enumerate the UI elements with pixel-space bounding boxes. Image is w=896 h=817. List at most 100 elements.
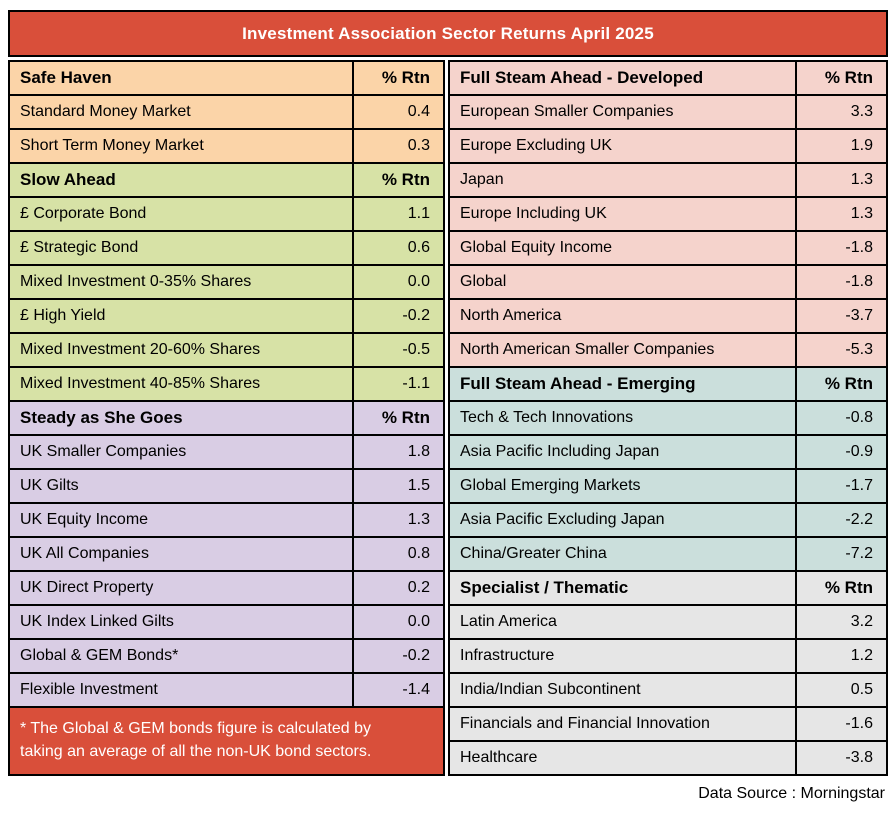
- sector-label: UK All Companies: [8, 536, 354, 572]
- sector-label: Tech & Tech Innovations: [448, 400, 797, 436]
- sector-label: £ Strategic Bond: [8, 230, 354, 266]
- sector-label: Global Emerging Markets: [448, 468, 797, 504]
- sector-return-value: -0.9: [795, 434, 888, 470]
- sector-label: Asia Pacific Excluding Japan: [448, 502, 797, 538]
- sector-label: Mixed Investment 40-85% Shares: [8, 366, 354, 402]
- sector-return-value: -1.8: [795, 264, 888, 300]
- sector-label: UK Equity Income: [8, 502, 354, 538]
- sector-return-value: -1.6: [795, 706, 888, 742]
- footnote-line-2: taking an average of all the non-UK bond…: [20, 742, 372, 760]
- footnote: * The Global & GEM bonds figure is calcu…: [8, 706, 445, 776]
- sector-label: UK Direct Property: [8, 570, 354, 606]
- sector-label: Healthcare: [448, 740, 797, 776]
- table-row: Asia Pacific Including Japan -0.9: [448, 434, 888, 470]
- table-row: European Smaller Companies 3.3: [448, 94, 888, 130]
- sector-return-value: -0.2: [352, 638, 445, 674]
- table-row: £ High Yield -0.2: [8, 298, 445, 334]
- table-row: UK Index Linked Gilts 0.0: [8, 604, 445, 640]
- table-row: Mixed Investment 0-35% Shares 0.0: [8, 264, 445, 300]
- page-title: Investment Association Sector Returns Ap…: [8, 10, 888, 57]
- sector-label: Standard Money Market: [8, 94, 354, 130]
- section-header-row: Steady as She Goes% Rtn: [8, 400, 445, 436]
- rtn-column-header: % Rtn: [795, 570, 888, 606]
- table-row: Europe Excluding UK 1.9: [448, 128, 888, 164]
- rtn-column-header: % Rtn: [795, 366, 888, 402]
- sector-return-value: 3.3: [795, 94, 888, 130]
- right-column: Full Steam Ahead - Developed% Rtn Europea…: [448, 60, 888, 776]
- sector-label: Mixed Investment 0-35% Shares: [8, 264, 354, 300]
- table-row: Healthcare -3.8: [448, 740, 888, 776]
- sector-return-value: -0.2: [352, 298, 445, 334]
- sector-label: £ Corporate Bond: [8, 196, 354, 232]
- data-source: Data Source : Morningstar: [698, 785, 885, 802]
- section-header-row: Full Steam Ahead - Emerging% Rtn: [448, 366, 888, 402]
- sector-return-value: 0.2: [352, 570, 445, 606]
- sector-return-value: 1.3: [795, 196, 888, 232]
- table-row: UK Gilts 1.5: [8, 468, 445, 504]
- table-row: £ Corporate Bond 1.1: [8, 196, 445, 232]
- table-row: UK Direct Property 0.2: [8, 570, 445, 606]
- table-row: Mixed Investment 40-85% Shares -1.1: [8, 366, 445, 402]
- table-row: Global Emerging Markets -1.7: [448, 468, 888, 504]
- section-title: Full Steam Ahead - Developed: [448, 60, 797, 96]
- sector-return-value: -2.2: [795, 502, 888, 538]
- sector-label: £ High Yield: [8, 298, 354, 334]
- sector-return-value: 0.0: [352, 604, 445, 640]
- rtn-column-header: % Rtn: [352, 60, 445, 96]
- sector-label: Infrastructure: [448, 638, 797, 674]
- sector-label: Global Equity Income: [448, 230, 797, 266]
- table-row: Asia Pacific Excluding Japan -2.2: [448, 502, 888, 538]
- rtn-column-header: % Rtn: [795, 60, 888, 96]
- table-row: Global -1.8: [448, 264, 888, 300]
- sector-label: European Smaller Companies: [448, 94, 797, 130]
- sector-return-value: 1.5: [352, 468, 445, 504]
- table-row: Standard Money Market 0.4: [8, 94, 445, 130]
- section-header-row: Slow Ahead% Rtn: [8, 162, 445, 198]
- sector-return-value: 3.2: [795, 604, 888, 640]
- sector-label: Europe Excluding UK: [448, 128, 797, 164]
- sector-return-value: 1.3: [352, 502, 445, 538]
- section-title: Steady as She Goes: [8, 400, 354, 436]
- section-title: Slow Ahead: [8, 162, 354, 198]
- section-header-row: Safe Haven% Rtn: [8, 60, 445, 96]
- table-row: China/Greater China -7.2: [448, 536, 888, 572]
- right-sector-table: Full Steam Ahead - Developed% Rtn Europea…: [448, 60, 888, 776]
- table-row: Short Term Money Market 0.3: [8, 128, 445, 164]
- sector-return-value: 0.4: [352, 94, 445, 130]
- footnote-line-1: * The Global & GEM bonds figure is calcu…: [20, 720, 371, 737]
- sector-return-value: -1.4: [352, 672, 445, 708]
- sector-return-value: -1.8: [795, 230, 888, 266]
- sector-label: UK Smaller Companies: [8, 434, 354, 470]
- sector-label: India/Indian Subcontinent: [448, 672, 797, 708]
- sector-label: Financials and Financial Innovation: [448, 706, 797, 742]
- section-header-row: Full Steam Ahead - Developed% Rtn: [448, 60, 888, 96]
- tables-container: Safe Haven% Rtn Standard Money Market 0.4 S…: [8, 60, 888, 776]
- table-row: Global Equity Income -1.8: [448, 230, 888, 266]
- table-row: Mixed Investment 20-60% Shares -0.5: [8, 332, 445, 368]
- sector-return-value: 1.3: [795, 162, 888, 198]
- sector-return-value: 0.0: [352, 264, 445, 300]
- table-row: UK All Companies 0.8: [8, 536, 445, 572]
- sector-return-value: 1.2: [795, 638, 888, 674]
- sector-return-value: -3.7: [795, 298, 888, 334]
- sector-return-value: -5.3: [795, 332, 888, 368]
- table-row: Japan 1.3: [448, 162, 888, 198]
- sector-label: North American Smaller Companies: [448, 332, 797, 368]
- sector-return-value: 0.3: [352, 128, 445, 164]
- sector-label: Europe Including UK: [448, 196, 797, 232]
- table-row: Financials and Financial Innovation -1.6: [448, 706, 888, 742]
- sector-return-value: -0.5: [352, 332, 445, 368]
- sector-return-value: -3.8: [795, 740, 888, 776]
- left-column: Safe Haven% Rtn Standard Money Market 0.4 S…: [8, 60, 445, 776]
- sector-label: Mixed Investment 20-60% Shares: [8, 332, 354, 368]
- sector-return-value: -7.2: [795, 536, 888, 572]
- rtn-column-header: % Rtn: [352, 162, 445, 198]
- table-row: UK Equity Income 1.3: [8, 502, 445, 538]
- sector-label: Asia Pacific Including Japan: [448, 434, 797, 470]
- section-title: Full Steam Ahead - Emerging: [448, 366, 797, 402]
- table-row: £ Strategic Bond 0.6: [8, 230, 445, 266]
- sector-label: Global: [448, 264, 797, 300]
- sector-label: Latin America: [448, 604, 797, 640]
- sector-return-value: 1.1: [352, 196, 445, 232]
